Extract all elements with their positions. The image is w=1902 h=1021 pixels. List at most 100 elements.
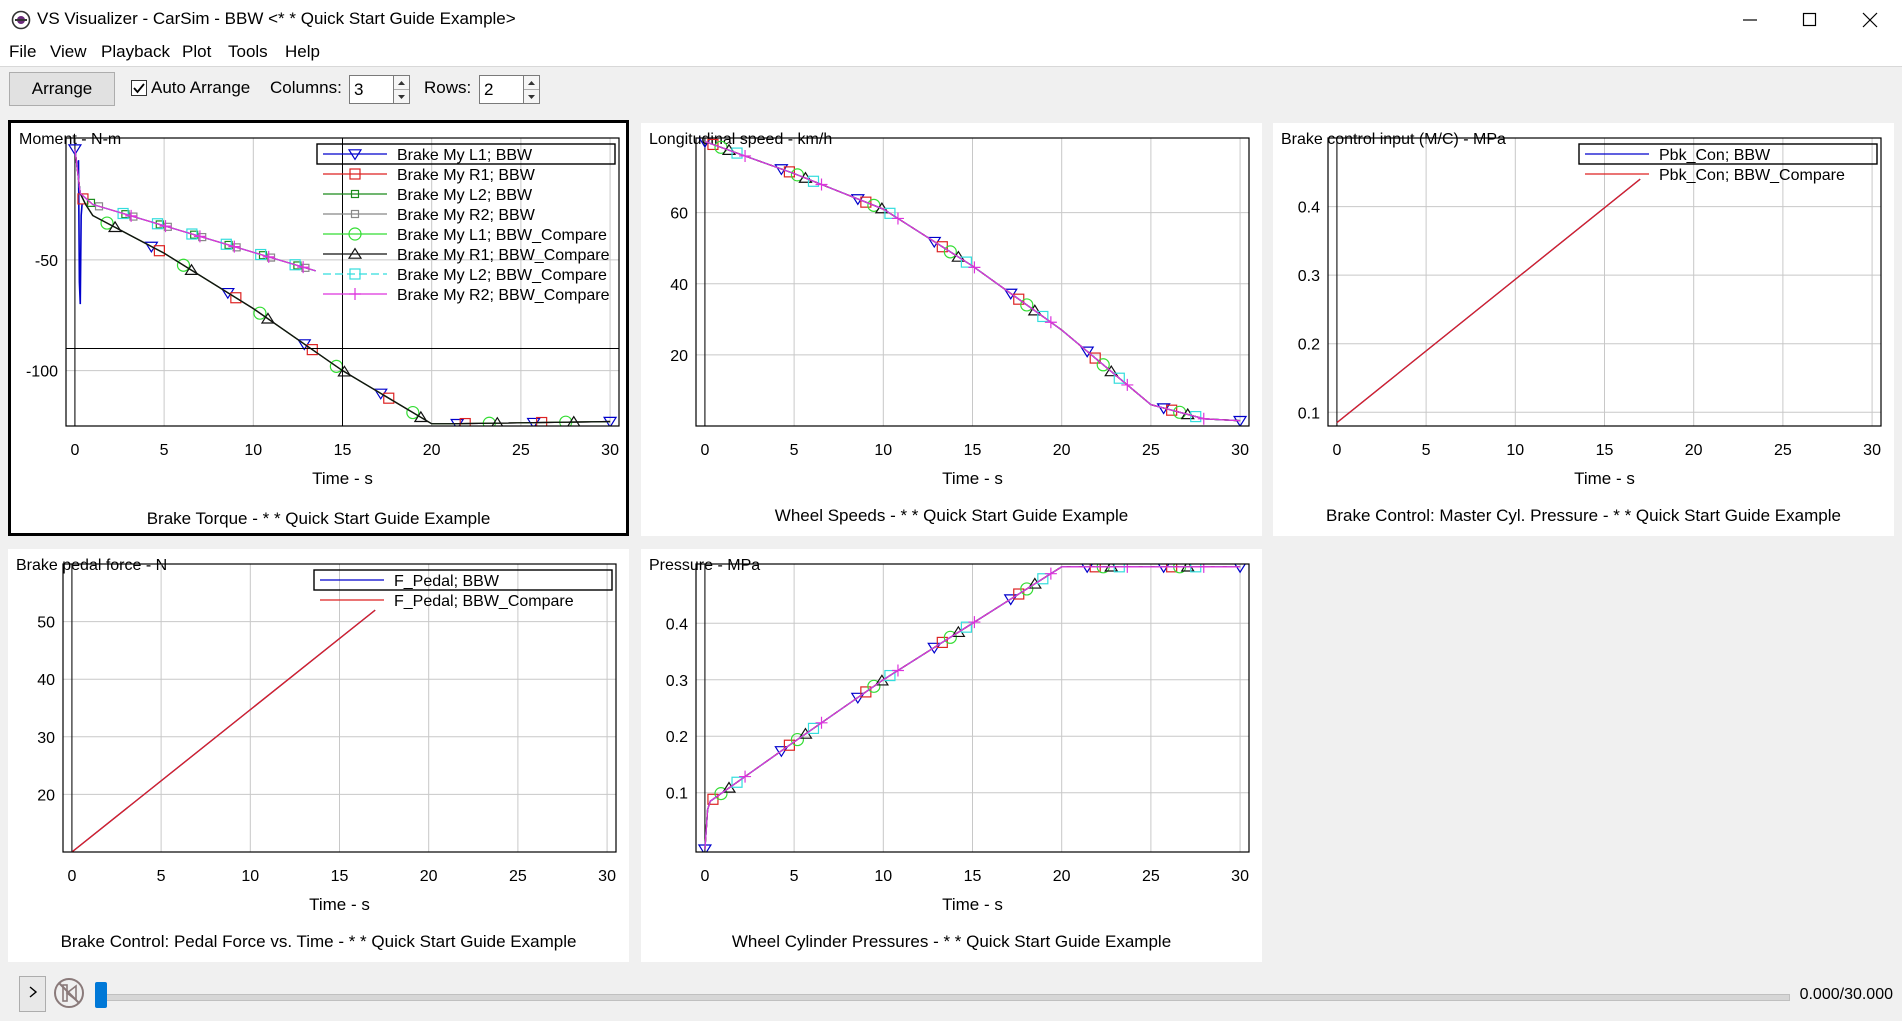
x-tick-label: 15 bbox=[964, 442, 982, 459]
data-point-marker bbox=[100, 216, 114, 230]
columns-stepper[interactable] bbox=[393, 75, 410, 104]
menu-plot[interactable]: Plot bbox=[182, 42, 212, 61]
plot-panel-brake-torque[interactable]: Moment - N-m 0 5 10 15 20 25 30 -50 -100 Time - s… bbox=[8, 120, 629, 536]
data-point-marker bbox=[714, 787, 728, 801]
y-tick-label: 60 bbox=[670, 206, 688, 223]
data-point-marker bbox=[1037, 310, 1049, 323]
data-point-marker bbox=[253, 306, 267, 320]
grid bbox=[696, 138, 1249, 426]
x-tick-label: 10 bbox=[1506, 442, 1524, 459]
legend: Pbk_Con; BBW Pbk_Con; BBW_Compare bbox=[1578, 143, 1878, 184]
menu-file[interactable]: File bbox=[9, 42, 37, 61]
data-point-marker bbox=[184, 263, 199, 276]
playback-bar: 0.000/30.000 bbox=[0, 968, 1902, 1021]
x-tick-label: 5 bbox=[1422, 442, 1431, 459]
legend-swatch-marker bbox=[349, 268, 361, 280]
data-point-marker bbox=[731, 776, 743, 788]
panel-ylabel: Moment - N-m bbox=[19, 131, 122, 148]
legend-swatch-marker bbox=[349, 288, 361, 300]
x-tick-label: 0 bbox=[700, 442, 709, 459]
timeline-track[interactable] bbox=[96, 994, 1790, 1001]
legend-swatch-marker bbox=[347, 149, 363, 161]
data-point-marker bbox=[1044, 316, 1057, 329]
x-tick-label: 25 bbox=[1142, 442, 1160, 459]
columns-down-button[interactable] bbox=[394, 89, 409, 103]
menu-help[interactable]: Help bbox=[285, 42, 320, 61]
timeline-slider-thumb[interactable] bbox=[95, 982, 107, 1008]
plot-panel-pedal-force[interactable]: Brake pedal force - N 0 5 10 15 20 25 30 20 30 40… bbox=[8, 549, 629, 962]
stop-playback-icon[interactable] bbox=[52, 976, 86, 1010]
play-button[interactable] bbox=[19, 976, 46, 1012]
series-line-7 bbox=[74, 148, 316, 272]
data-point-marker bbox=[190, 230, 199, 239]
maximize-button[interactable] bbox=[1782, 0, 1838, 40]
data-point-marker bbox=[176, 258, 191, 272]
rows-label: Rows: bbox=[424, 78, 472, 97]
data-point-marker bbox=[807, 722, 820, 734]
rows-down-button[interactable] bbox=[524, 89, 539, 103]
data-point-marker bbox=[951, 250, 966, 262]
data-point-marker bbox=[232, 243, 241, 252]
data-point-marker bbox=[224, 240, 233, 250]
data-point-marker bbox=[1037, 573, 1049, 585]
pedal-force-chart[interactable]: 0 5 10 15 20 25 30 20 30 40 50 Time - s F_Pedal; BBW… bbox=[8, 549, 629, 962]
x-axis-label: Time - s bbox=[942, 895, 1003, 914]
x-tick-label: 5 bbox=[790, 868, 799, 885]
menu-view[interactable]: View bbox=[50, 42, 87, 61]
wheel-cylinder-pressures-chart[interactable]: 0 5 10 15 20 25 30 0.1 0.2 0.3 0.4 Time - s bbox=[641, 549, 1262, 962]
legend-entry: Brake My L2; BBW_Compare bbox=[397, 267, 607, 284]
chevron-down-icon bbox=[528, 95, 535, 99]
columns-label: Columns: bbox=[270, 78, 342, 97]
data-point-marker bbox=[1197, 564, 1210, 573]
data-point-marker bbox=[927, 642, 942, 655]
menu-tools[interactable]: Tools bbox=[228, 42, 268, 61]
data-point-marker bbox=[1197, 412, 1210, 425]
data-point-marker bbox=[413, 410, 428, 423]
data-point-marker bbox=[491, 416, 504, 426]
plot-panel-wheel-speeds[interactable]: Longitudinal speed - km/h 0 5 10 15 20 25 30 20… bbox=[641, 123, 1262, 536]
x-tick-label: 20 bbox=[1685, 442, 1703, 459]
x-tick-label: 0 bbox=[1332, 442, 1341, 459]
minimize-icon bbox=[1743, 19, 1757, 21]
minimize-button[interactable] bbox=[1722, 0, 1778, 40]
rows-up-button[interactable] bbox=[524, 76, 539, 89]
data-point-marker bbox=[731, 147, 743, 159]
wheel-speeds-chart[interactable]: 0 5 10 15 20 25 30 20 40 60 Time - s bbox=[641, 123, 1262, 536]
data-point-marker bbox=[943, 245, 957, 259]
arrange-button[interactable]: Arrange bbox=[9, 72, 115, 106]
panel-caption: Wheel Speeds - * * Quick Start Guide Exa… bbox=[774, 506, 1129, 525]
data-point-marker bbox=[1190, 410, 1202, 423]
rows-input[interactable]: 2 bbox=[479, 75, 524, 104]
data-point-marker bbox=[260, 312, 276, 324]
grid bbox=[1328, 138, 1881, 426]
series-line-1 bbox=[1336, 178, 1641, 424]
plot-panel-master-cyl-pressure[interactable]: Brake control input (M/C) - MPa 0 5 10 15 20… bbox=[1273, 123, 1894, 536]
play-icon bbox=[29, 986, 37, 998]
legend-entry: Brake My L2; BBW bbox=[397, 187, 533, 204]
data-point-marker bbox=[107, 220, 123, 233]
data-point-marker bbox=[159, 220, 172, 233]
y-tick-label: 0.3 bbox=[1298, 268, 1320, 285]
legend: F_Pedal; BBW F_Pedal; BBW_Compare bbox=[313, 569, 613, 610]
x-tick-label: 30 bbox=[598, 868, 616, 885]
columns-input[interactable]: 3 bbox=[349, 75, 394, 104]
data-point-marker bbox=[121, 210, 130, 219]
plot-panel-wheel-cylinder-pressures[interactable]: Pressure - MPa 0 5 10 15 20 25 30 0.1 0.2 0.3 0.4 T… bbox=[641, 549, 1262, 962]
columns-up-button[interactable] bbox=[394, 76, 409, 89]
grid bbox=[696, 564, 1249, 852]
master-cyl-pressure-chart[interactable]: 0 5 10 15 20 25 30 0.1 0.2 0.3 0.4 Time - s Pbk_Con;… bbox=[1273, 123, 1894, 536]
data-point-marker bbox=[850, 692, 865, 705]
data-point-marker bbox=[1104, 364, 1119, 377]
menu-playback[interactable]: Playback bbox=[101, 42, 170, 61]
close-button[interactable] bbox=[1842, 0, 1898, 40]
data-point-marker bbox=[163, 222, 172, 231]
x-tick-label: 10 bbox=[244, 442, 262, 459]
panel-ylabel: Longitudinal speed - km/h bbox=[649, 131, 833, 148]
rows-stepper[interactable] bbox=[523, 75, 540, 104]
y-tick-label: -100 bbox=[26, 364, 58, 381]
chevron-up-icon bbox=[398, 81, 405, 85]
brake-torque-chart[interactable]: 0 5 10 15 20 25 30 -50 -100 Time - s Brake My L1; … bbox=[11, 123, 632, 539]
data-point-marker bbox=[289, 259, 301, 271]
x-tick-label: 25 bbox=[509, 868, 527, 885]
auto-arrange-checkbox[interactable] bbox=[131, 80, 147, 96]
